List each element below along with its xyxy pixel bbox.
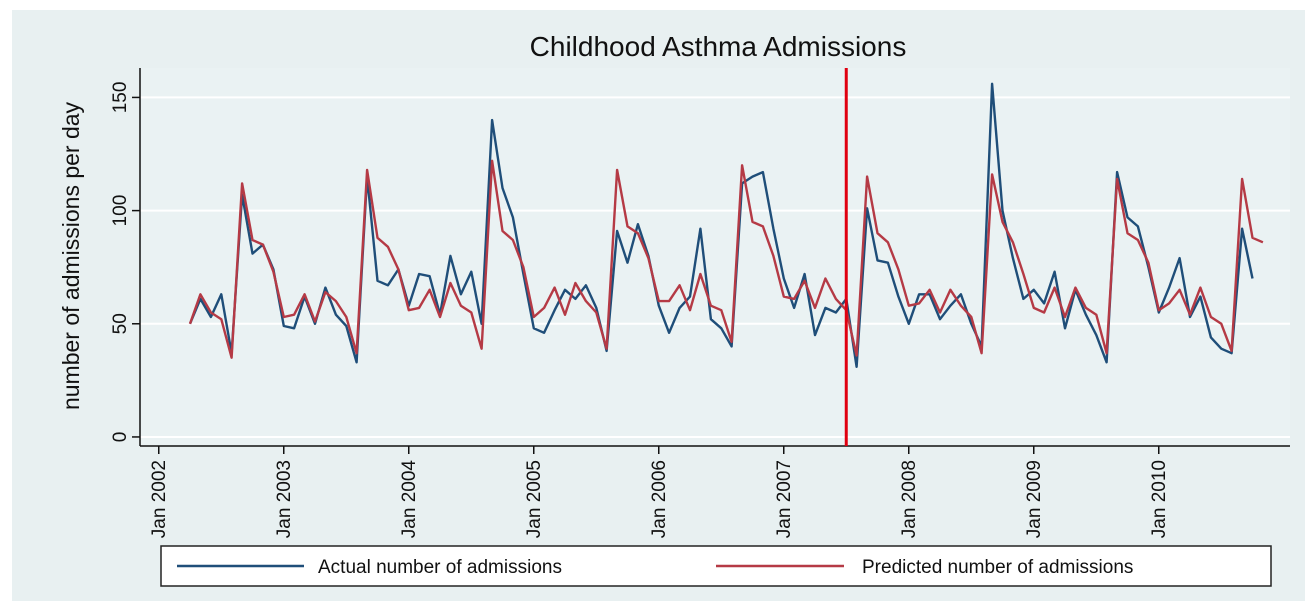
y-tick-label: 0 bbox=[110, 432, 131, 443]
x-tick-label: Jan 2005 bbox=[524, 460, 545, 538]
x-tick-label: Jan 2004 bbox=[399, 460, 420, 539]
legend-label-actual: Actual number of admissions bbox=[318, 557, 562, 578]
x-tick-label: Jan 2009 bbox=[1024, 460, 1045, 538]
y-tick-label: 50 bbox=[110, 313, 131, 334]
y-tick-label: 100 bbox=[110, 195, 131, 227]
y-axis: 0 50 100 150 bbox=[110, 68, 141, 446]
series-layer bbox=[188, 82, 1264, 368]
x-axis: Jan 2002 Jan 2003 Jan 2004 Jan 2005 Jan 2006… bbox=[140, 445, 1290, 539]
legend: Actual number of admissions Predicted nu… bbox=[160, 545, 1272, 587]
x-tick-label: Jan 2007 bbox=[774, 460, 795, 538]
plot-area bbox=[140, 68, 1290, 446]
y-axis-label: number of admissions per day bbox=[58, 101, 84, 410]
chart-title: Childhood Asthma Admissions bbox=[530, 31, 907, 62]
x-tick-label: Jan 2006 bbox=[649, 460, 670, 538]
legend-label-predicted: Predicted number of admissions bbox=[862, 557, 1133, 578]
y-tick-label: 150 bbox=[110, 82, 131, 114]
x-tick-label: Jan 2010 bbox=[1149, 460, 1170, 538]
series-predicted-line bbox=[188, 159, 1264, 359]
x-tick-label: Jan 2002 bbox=[149, 460, 170, 538]
x-tick-label: Jan 2008 bbox=[899, 460, 920, 538]
x-tick-label: Jan 2003 bbox=[274, 460, 295, 538]
